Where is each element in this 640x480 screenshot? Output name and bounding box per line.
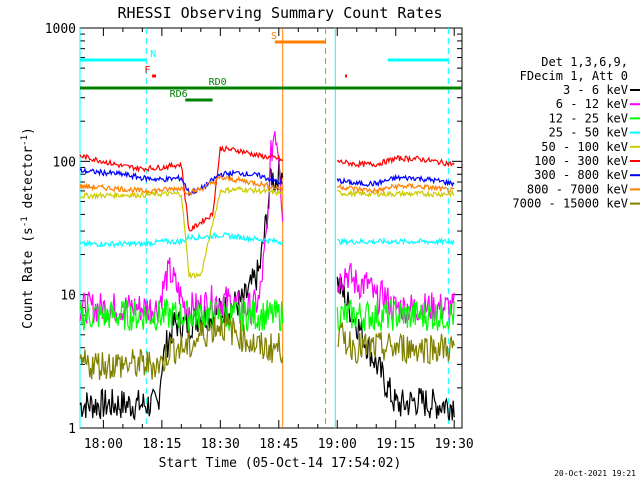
series-line xyxy=(79,297,284,332)
x-tick-label: 18:45 xyxy=(259,437,298,452)
series-line xyxy=(336,276,455,421)
series-line xyxy=(336,173,455,188)
y-label-sup2: -1 xyxy=(20,135,30,146)
legend: Det 1,3,6,9, FDecim 1, Att 0 3 - 6 keV6 … xyxy=(512,55,640,211)
x-tick-label: 18:15 xyxy=(142,437,181,452)
x-tick-label: 19:15 xyxy=(376,437,415,452)
x-axis: 18:00 18:15 18:30 18:45 19:00 19:15 19:30 xyxy=(84,28,474,452)
y-axis-label: Count Rate (s-1 detector-1) xyxy=(20,127,36,329)
y-axis: 1 10 100 1000 xyxy=(45,22,462,437)
legend-entry-label: 800 - 7000 keV xyxy=(527,182,628,196)
legend-entry-label: 100 - 300 keV xyxy=(534,154,628,168)
series-line xyxy=(336,182,455,195)
series-line xyxy=(79,232,284,249)
series-line xyxy=(79,313,284,381)
series-line xyxy=(336,299,455,334)
y-tick-label: 100 xyxy=(53,155,76,170)
state-bars: N S F RD0 RD6 xyxy=(80,31,462,102)
x-tick-label: 19:30 xyxy=(435,437,474,452)
state-bar-label: S xyxy=(271,31,277,42)
series-line xyxy=(337,188,455,199)
state-bar-label: F xyxy=(144,65,150,76)
series-line xyxy=(79,166,283,197)
y-tick-label: 1000 xyxy=(45,22,76,37)
state-bar-label: N xyxy=(150,49,156,60)
x-tick-label: 18:30 xyxy=(201,437,240,452)
footer-date: 20-Oct-2021 19:21 xyxy=(554,469,636,478)
y-tick-label: 1 xyxy=(68,422,76,437)
series-line xyxy=(79,144,284,232)
y-label-sup1: -1 xyxy=(20,216,30,227)
legend-entry-label: 50 - 100 keV xyxy=(541,140,628,154)
y-label-end: ) xyxy=(21,127,36,135)
legend-entry-label: 3 - 6 keV xyxy=(563,83,628,97)
state-bar-label: RD0 xyxy=(209,77,227,88)
legend-entry-label: 7000 - 15000 keV xyxy=(512,197,628,211)
legend-entry-label: 300 - 800 keV xyxy=(534,168,628,182)
series-line xyxy=(79,175,284,197)
x-axis-label: Start Time (05-Oct-14 17:54:02) xyxy=(159,456,402,471)
state-bar-label: RD6 xyxy=(170,89,188,100)
legend-entry-label: 25 - 50 keV xyxy=(549,126,628,140)
series-line xyxy=(336,154,455,169)
legend-entry-label: 12 - 25 keV xyxy=(549,111,628,125)
legend-header-1: Det 1,3,6,9, xyxy=(541,55,628,69)
y-label-main: Count Rate (s xyxy=(21,227,36,329)
x-tick-label: 18:00 xyxy=(84,437,123,452)
x-tick-label: 19:00 xyxy=(318,437,357,452)
series-group xyxy=(79,131,455,421)
series-line xyxy=(337,236,455,247)
legend-entry-label: 6 - 12 keV xyxy=(556,97,628,111)
series-line xyxy=(80,185,284,280)
series-line xyxy=(79,131,284,324)
y-tick-label: 10 xyxy=(60,289,76,304)
legend-header-2: FDecim 1, Att 0 xyxy=(520,69,628,83)
y-label-mid: detector xyxy=(21,146,36,217)
chart-title: RHESSI Observing Summary Count Rates xyxy=(117,4,442,22)
series-line xyxy=(337,322,455,365)
